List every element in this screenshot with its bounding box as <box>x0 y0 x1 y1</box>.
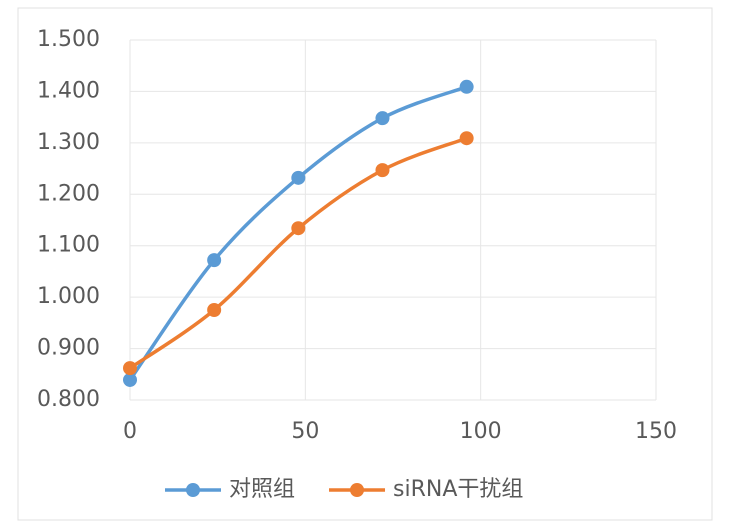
x-tick-label: 150 <box>635 419 677 444</box>
data-point <box>291 170 306 185</box>
y-tick-label: 1.500 <box>37 27 100 52</box>
data-point <box>291 221 306 236</box>
y-tick-label: 1.400 <box>37 78 100 103</box>
data-point <box>207 253 222 268</box>
data-point <box>375 163 390 178</box>
x-tick-label: 100 <box>460 419 502 444</box>
legend-label: 对照组 <box>229 477 295 502</box>
y-tick-label: 1.100 <box>37 233 100 258</box>
x-tick-label: 50 <box>291 419 319 444</box>
data-point <box>459 131 474 146</box>
y-tick-label: 1.000 <box>37 284 100 309</box>
legend-marker <box>350 483 365 497</box>
y-tick-label: 1.300 <box>37 130 100 155</box>
y-tick-label: 0.800 <box>37 387 100 412</box>
y-tick-label: 0.900 <box>37 336 100 361</box>
data-point <box>459 79 474 94</box>
chart-frame <box>17 7 713 521</box>
x-tick-label: 0 <box>123 419 137 444</box>
data-point <box>207 303 222 317</box>
legend-marker <box>186 483 200 497</box>
data-point <box>123 361 137 376</box>
data-point <box>123 372 137 387</box>
data-point <box>375 111 390 126</box>
legend-label: siRNA干扰组 <box>393 477 523 502</box>
y-tick-label: 1.200 <box>37 181 100 206</box>
